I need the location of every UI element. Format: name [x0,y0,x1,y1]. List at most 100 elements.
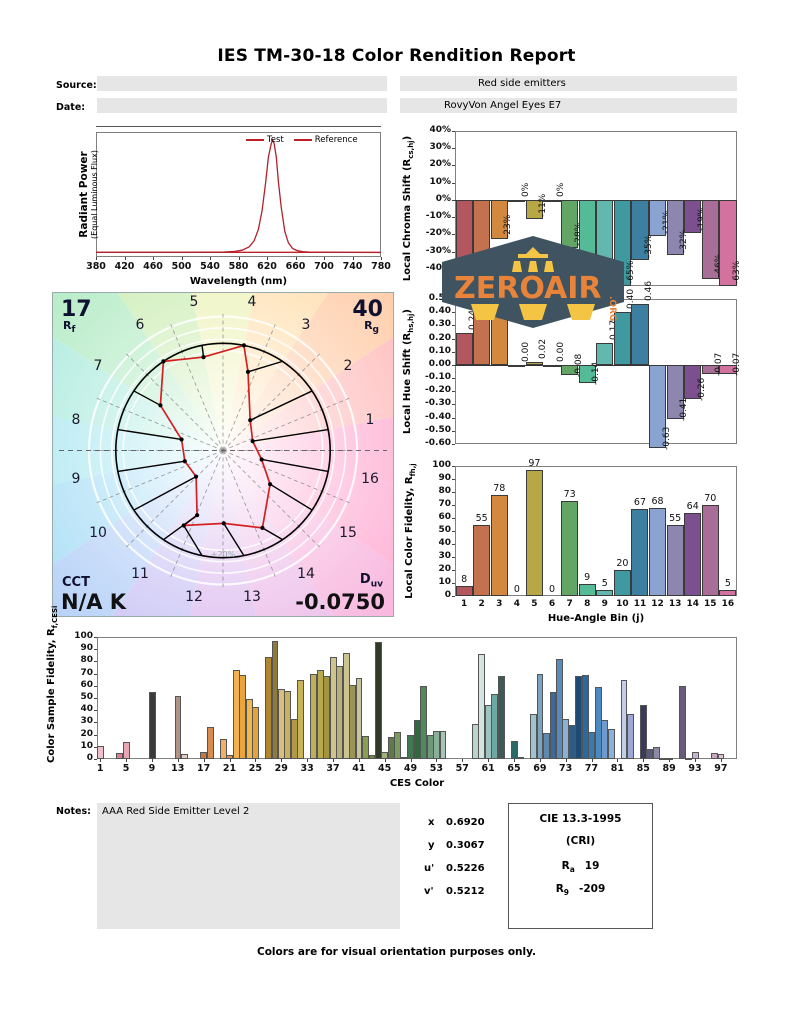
fidelity-bar-label: 67 [633,496,647,508]
cri-ra-label: Ra [561,860,575,875]
ces-bar [562,718,570,759]
hue-ytick-mark [452,391,455,393]
cvg-bin-label-16: 16 [361,471,379,487]
ces-bar [588,732,596,759]
notes-label: Notes: [56,806,91,817]
cvg-bin-label-5: 5 [189,294,199,310]
hue-ytick-mark [452,364,455,366]
chroma-ytick-label: 10% [429,176,451,187]
spd-legend-label: Test [267,135,284,145]
manufacturer-field[interactable] [400,76,737,91]
cvg-spoke [126,353,224,451]
cvg-shift-arrow [261,458,329,473]
ces-xtick-label: 1 [96,763,104,774]
fidelity-bar-label: 55 [475,512,488,524]
cvg-cct-value: N/A K [61,590,127,614]
ces-xtick-label: 69 [533,763,547,774]
ces-bar [355,678,363,759]
ces-bar [543,733,550,759]
spd-xtick-label: 420 [114,261,135,272]
fidelity-bar-label: 55 [669,512,682,524]
ces-bar [601,719,609,759]
hue-ytick-label: 0.50 [428,293,451,303]
ces-bar [484,705,492,759]
hue-ytick-mark [452,338,455,340]
cvg-rf-value: 17 [61,297,92,322]
fidelity-bar-label: 0 [513,584,520,595]
cvg-reference-circle [115,342,331,559]
ces-bar [323,676,331,759]
ces-bar [181,754,188,759]
source-field[interactable] [97,76,387,91]
chroma-bar [666,199,684,255]
cvg-shift-arrow [117,460,185,473]
spd-divider [96,126,381,127]
ces-xtick-label: 45 [378,763,392,774]
model-field[interactable] [400,98,737,113]
ces-xtick-label: 53 [429,763,443,774]
hue-ytick-label: -0.40 [425,411,451,422]
ces-ytick-label: 30 [80,716,93,727]
cvg-spoke [222,353,320,451]
cvg-shift-arrowhead [182,459,187,464]
ces-bar [174,695,182,759]
cvg-rg-sub: g [372,325,379,336]
cvg-bin-label-14: 14 [297,566,315,582]
hue-ytick-mark [452,417,455,419]
ces-bar [581,674,589,759]
fidelity-xtick-label: 14 [686,599,699,609]
ces-bar [439,730,447,759]
ces-bar [122,741,130,759]
fidelity-ytick-label: 30 [438,551,451,561]
cvg-rf-label: Rf [63,319,75,335]
cvg-shift-arrow [249,390,313,421]
spd-xtick-mark [96,257,97,260]
ces-xtick-label: 85 [636,763,650,774]
fidelity-xtick-label: 5 [531,599,538,609]
cri-content: CIE 13.3-1995 (CRI) Ra 19 R9 -209 [508,803,653,929]
date-field[interactable] [97,98,387,113]
ces-ytick-label: 70 [80,667,93,678]
ces-bar [594,687,602,759]
hue-bar [684,364,702,400]
hue-ytick-label: -0.50 [425,424,451,435]
fidelity-bar [561,501,579,596]
notes-field[interactable] [97,803,400,929]
spd-xtick-mark [210,257,211,260]
hue-bar [719,364,737,375]
cvg-shift-arrowhead [248,418,253,423]
source-label: Source: [56,80,97,91]
ces-xtick-label: 77 [584,763,599,774]
fidelity-x-axis-label: Hue-Angle Bin (j) [547,613,645,624]
ces-xtick-label: 21 [222,763,237,774]
ces-xtick-label: 5 [122,763,130,774]
manufacturer-value: Red side emitters [478,78,566,89]
ces-bar [420,685,428,759]
ces-xtick-label: 29 [274,763,288,774]
fidelity-xtick-label: 11 [633,599,647,609]
ces-ytick-label: 10 [80,740,93,751]
hue-bar [455,333,473,365]
ces-xtick-mark [643,759,645,762]
ces-xtick-mark [462,759,464,762]
cvg-shift-arrow [269,483,313,511]
chroma-bar [631,199,649,261]
hue-ytick-mark [452,404,455,406]
cie-value-y: 0.3067 [446,840,485,851]
ces-bar [381,751,389,759]
ces-xtick-label: 41 [352,763,366,774]
chroma-zero-line [455,199,737,201]
ces-bar [336,666,344,759]
spd-xtick-mark [153,257,154,260]
cvg-shift-arrow [163,514,198,541]
fidelity-bar [701,505,719,596]
ces-bar [549,691,557,759]
ces-ytick-mark [94,698,97,699]
hue-bar [525,362,543,365]
hue-bar [543,364,561,367]
spd-legend-label: Reference [314,135,358,145]
cvg-duv-letter: D [359,572,371,588]
cvg-bin-label-13: 13 [243,589,261,605]
ces-xtick-mark [126,759,128,762]
